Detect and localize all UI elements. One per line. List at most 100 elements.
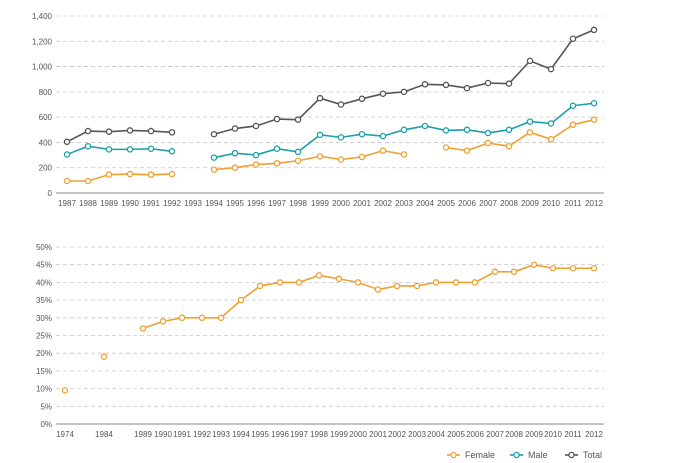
data-point-male (400, 126, 408, 134)
data-point-female (61, 387, 69, 394)
x-tick-label: 1993 (212, 430, 230, 439)
data-point-female (549, 264, 557, 272)
data-point-female (295, 279, 303, 286)
data-point-female (442, 144, 450, 151)
data-point-female (159, 318, 167, 325)
data-point-male (505, 126, 513, 134)
data-point-female (413, 282, 421, 290)
y-tick-label: 1,400 (32, 12, 53, 21)
data-point-female (379, 147, 387, 154)
x-tick-label: 1997 (290, 430, 308, 439)
x-tick-label: 2006 (458, 199, 476, 208)
data-point-female (237, 296, 245, 304)
data-point-total (168, 129, 176, 136)
data-point-total (210, 130, 218, 138)
y-tick-label: 35% (36, 296, 52, 305)
x-tick-label: 1999 (311, 199, 329, 208)
data-point-total (126, 127, 134, 134)
data-point-male (316, 131, 324, 139)
legend-item-male[interactable]: Male (510, 450, 548, 460)
data-point-female (452, 279, 460, 286)
data-point-female (354, 279, 362, 286)
x-tick-label: 1994 (205, 199, 223, 208)
data-point-female (217, 314, 225, 322)
series-line-female (445, 118, 595, 152)
data-point-female (63, 177, 71, 185)
data-point-female (315, 272, 323, 279)
data-point-female (471, 279, 479, 286)
x-tick-label: 2004 (427, 430, 445, 439)
x-tick-label: 2002 (374, 199, 392, 208)
data-point-total (84, 127, 92, 135)
x-tick-label: 1999 (330, 430, 348, 439)
x-tick-label: 2008 (505, 430, 523, 439)
x-tick-label: 2005 (447, 430, 465, 439)
x-tick-label: 2003 (395, 199, 413, 208)
series-line-total (66, 129, 173, 143)
y-tick-label: 400 (39, 138, 53, 147)
legend-item-female[interactable]: Female (447, 450, 495, 460)
data-point-male (210, 154, 218, 161)
x-tick-label: 2009 (521, 199, 539, 208)
x-tick-label: 2010 (544, 430, 562, 439)
data-point-male (590, 99, 598, 107)
x-tick-label: 2002 (388, 430, 406, 439)
data-point-total (400, 88, 408, 96)
legend-female-marker-icon (450, 451, 457, 459)
x-tick-label: 2011 (564, 199, 582, 208)
legend-female-label: Female (465, 450, 495, 460)
data-point-female (273, 160, 281, 167)
data-point-total (316, 94, 324, 102)
data-point-male (126, 146, 134, 153)
data-point-male (294, 148, 302, 156)
x-tick-label: 1990 (154, 430, 172, 439)
data-point-total (294, 116, 302, 123)
data-point-female (256, 282, 264, 290)
x-tick-label: 2000 (332, 199, 350, 208)
data-point-female (463, 147, 471, 154)
y-tick-label: 40% (36, 278, 52, 287)
data-point-total (147, 127, 155, 135)
legend-total-marker-icon (568, 451, 575, 459)
data-point-total (231, 125, 239, 132)
x-tick-label: 1996 (271, 430, 289, 439)
data-point-female (491, 268, 499, 276)
x-tick-label: 1989 (134, 430, 152, 439)
data-point-total (463, 84, 471, 92)
data-point-female (210, 166, 218, 173)
data-point-female (105, 171, 113, 178)
data-point-female (168, 170, 176, 178)
y-tick-label: 5% (40, 402, 52, 411)
x-tick-label: 2001 (369, 430, 387, 439)
x-tick-label: 1989 (100, 199, 118, 208)
data-point-total (63, 138, 71, 146)
data-point-male (569, 102, 577, 110)
data-point-female (547, 136, 555, 143)
y-tick-label: 600 (39, 113, 53, 122)
data-point-male (252, 151, 260, 159)
series-line-male (66, 145, 173, 156)
data-point-female (569, 121, 577, 128)
x-tick-label: 2006 (466, 430, 484, 439)
data-point-male (273, 145, 281, 152)
x-tick-label: 1992 (163, 199, 181, 208)
x-tick-label: 2004 (416, 199, 434, 208)
x-tick-label: 2010 (542, 199, 560, 208)
data-point-female (294, 157, 302, 165)
y-tick-label: 200 (39, 164, 53, 173)
data-point-female (198, 314, 206, 322)
x-tick-label: 1991 (142, 199, 160, 208)
data-point-total (505, 80, 513, 87)
data-point-total (484, 79, 492, 87)
legend-item-total[interactable]: Total (565, 450, 602, 460)
legend-male-label: Male (528, 450, 548, 460)
bottom-chart-percent: 0% 5% 10% 15% 20% 25% 30% 35% 40% 45% 50% 1974 1984 1… (36, 243, 604, 439)
data-point-male (526, 118, 534, 125)
data-point-total (569, 35, 577, 43)
data-point-female (590, 116, 598, 123)
data-point-male (105, 146, 113, 153)
data-point-female (530, 261, 538, 268)
x-tick-label: 2009 (525, 430, 543, 439)
data-point-female (231, 164, 239, 171)
data-point-female (510, 268, 518, 276)
